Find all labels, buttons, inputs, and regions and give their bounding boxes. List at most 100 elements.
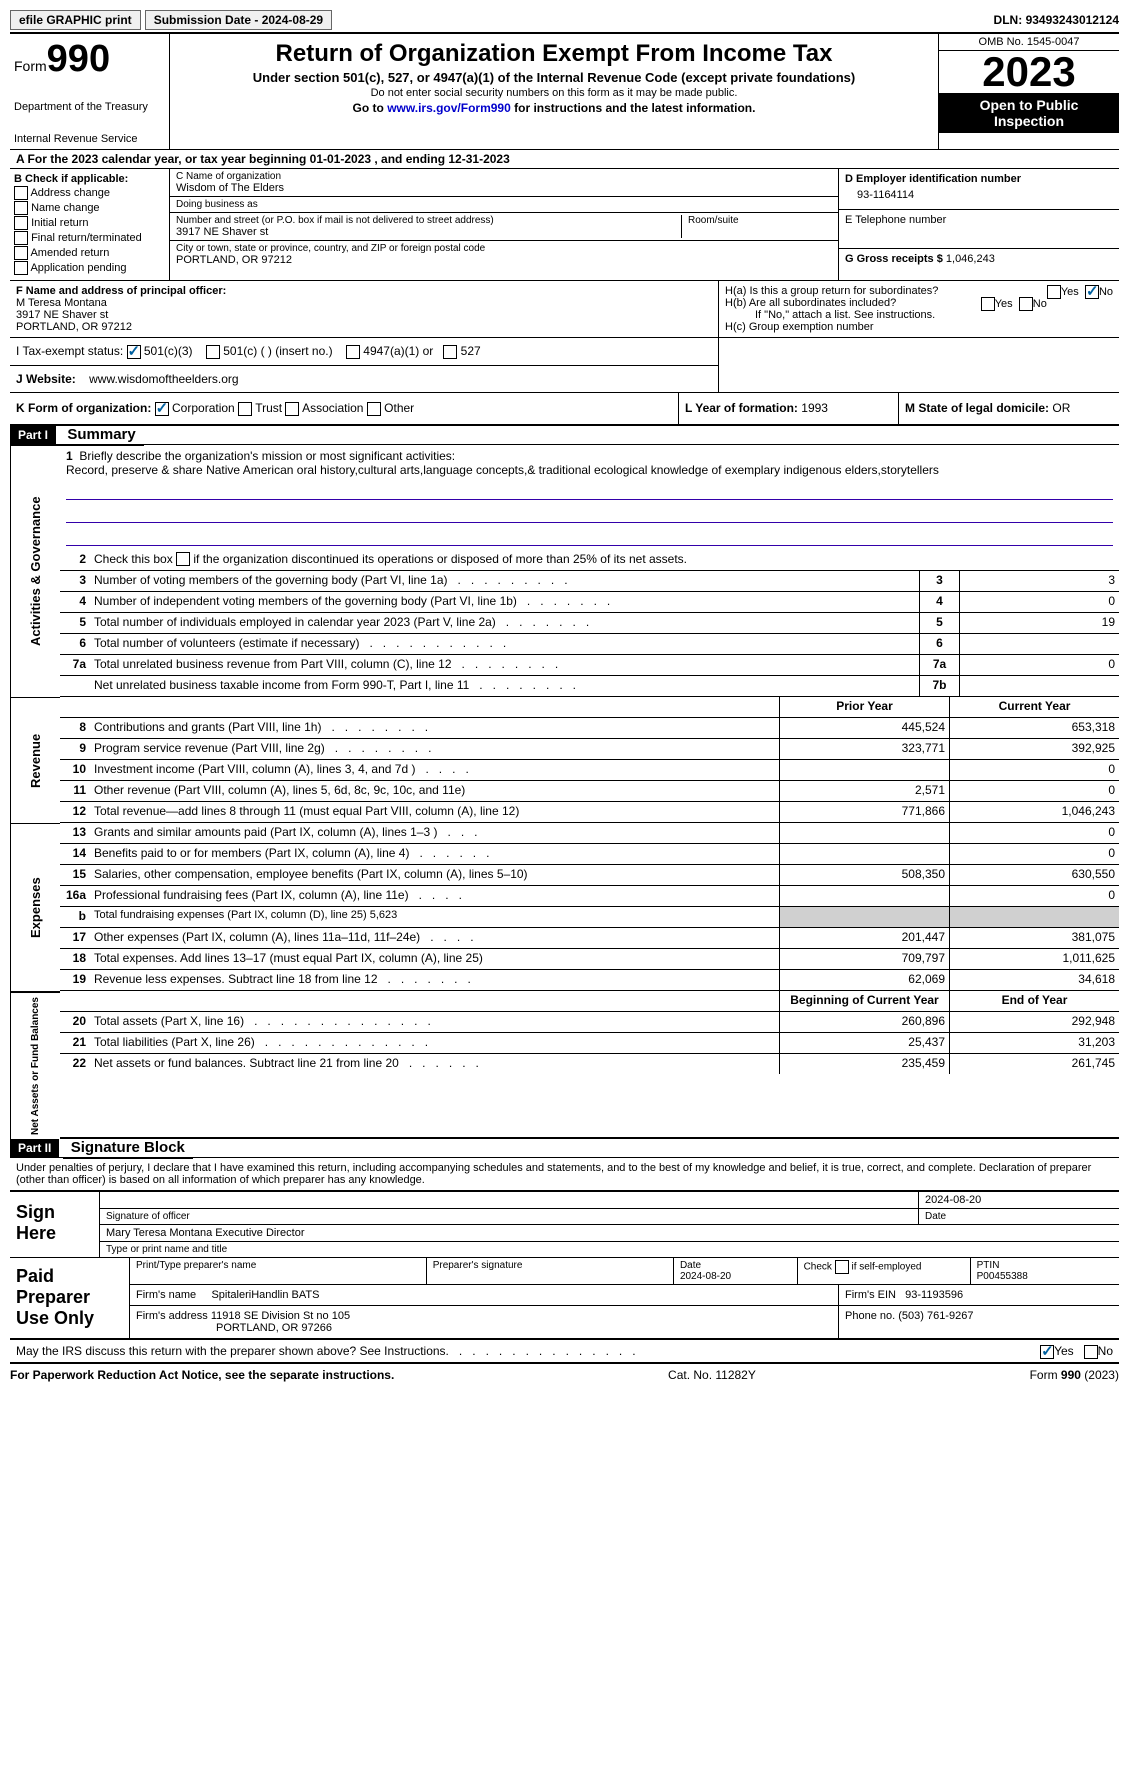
officer-name: M Teresa Montana — [16, 297, 107, 309]
chk-trust[interactable] — [238, 402, 252, 416]
line-19: 19Revenue less expenses. Subtract line 1… — [60, 970, 1119, 991]
officer-label: F Name and address of principal officer: — [16, 285, 226, 297]
firm-addr1: 11918 SE Division St no 105 — [211, 1310, 350, 1322]
line-18: 18Total expenses. Add lines 13–17 (must … — [60, 949, 1119, 970]
line-3: 3Number of voting members of the governi… — [60, 571, 1119, 592]
form-header: Form990 Department of the Treasury Inter… — [10, 32, 1119, 149]
chk-app-pending[interactable]: Application pending — [14, 261, 165, 275]
vlabel-net-assets: Net Assets or Fund Balances — [10, 991, 60, 1139]
chk-501c[interactable] — [206, 345, 220, 359]
addr-value: 3917 NE Shaver st — [176, 226, 681, 238]
dept-treasury: Department of the Treasury — [14, 101, 165, 113]
gross-value: 1,046,243 — [946, 253, 995, 265]
vlabel-governance: Activities & Governance — [10, 445, 60, 697]
prep-date: Date2024-08-20 — [674, 1258, 798, 1284]
firm-ein: 93-1193596 — [905, 1289, 963, 1301]
efile-button[interactable]: efile GRAPHIC print — [10, 10, 141, 30]
officer-name-title: Mary Teresa Montana Executive Director — [100, 1225, 1119, 1241]
prep-sig-hint: Preparer's signature — [427, 1258, 674, 1284]
submission-date: Submission Date - 2024-08-29 — [145, 10, 332, 30]
line-20: 20Total assets (Part X, line 16) . . . .… — [60, 1012, 1119, 1033]
discuss-yes[interactable] — [1040, 1345, 1054, 1359]
ein-label: D Employer identification number — [845, 173, 1113, 185]
tel-label: E Telephone number — [845, 214, 1113, 226]
row-f-h: F Name and address of principal officer:… — [10, 280, 1119, 337]
line-7a: 7aTotal unrelated business revenue from … — [60, 655, 1119, 676]
h-a: H(a) Is this a group return for subordin… — [725, 285, 1113, 297]
org-name-hint: C Name of organization — [176, 171, 832, 182]
line-4: 4Number of independent voting members of… — [60, 592, 1119, 613]
gross-label: G Gross receipts $ — [845, 253, 943, 265]
line-13: 13Grants and similar amounts paid (Part … — [60, 823, 1119, 844]
row-klm: K Form of organization: Corporation Trus… — [10, 392, 1119, 426]
row-j-website: J Website: www.wisdomoftheelders.org — [10, 365, 718, 392]
line-5: 5Total number of individuals employed in… — [60, 613, 1119, 634]
col-c-org-info: C Name of organization Wisdom of The Eld… — [170, 169, 839, 280]
chk-address-change[interactable]: Address change — [14, 186, 165, 200]
form-title: Return of Organization Exempt From Incom… — [180, 40, 928, 68]
chk-assoc[interactable] — [285, 402, 299, 416]
part-1-header: Part I Summary — [10, 426, 1119, 445]
line-15: 15Salaries, other compensation, employee… — [60, 865, 1119, 886]
org-name: Wisdom of The Elders — [176, 182, 832, 194]
city-value: PORTLAND, OR 97212 — [176, 254, 832, 266]
ssn-note: Do not enter social security numbers on … — [180, 87, 928, 99]
line-8: 8Contributions and grants (Part VIII, li… — [60, 718, 1119, 739]
row-a-tax-year: A For the 2023 calendar year, or tax yea… — [10, 149, 1119, 168]
date-hint: Date — [919, 1209, 1119, 1224]
line-6: 6Total number of volunteers (estimate if… — [60, 634, 1119, 655]
sign-here-block: Sign Here 2024-08-20 Signature of office… — [10, 1190, 1119, 1257]
chk-name-change[interactable]: Name change — [14, 201, 165, 215]
officer-addr1: 3917 NE Shaver st — [16, 309, 108, 321]
chk-initial-return[interactable]: Initial return — [14, 216, 165, 230]
chk-527[interactable] — [443, 345, 457, 359]
vlabel-revenue: Revenue — [10, 697, 60, 823]
prep-self-emp: Check if self-employed — [798, 1258, 971, 1284]
line-17: 17Other expenses (Part IX, column (A), l… — [60, 928, 1119, 949]
line-9: 9Program service revenue (Part VIII, lin… — [60, 739, 1119, 760]
chk-corp[interactable] — [155, 402, 169, 416]
line-10: 10Investment income (Part VIII, column (… — [60, 760, 1119, 781]
irs-link[interactable]: www.irs.gov/Form990 — [387, 101, 511, 115]
open-inspection: Open to Public Inspection — [939, 93, 1119, 133]
chk-4947[interactable] — [346, 345, 360, 359]
h-c: H(c) Group exemption number — [725, 321, 1113, 333]
line-11: 11Other revenue (Part VIII, column (A), … — [60, 781, 1119, 802]
row-i-tax-status: I Tax-exempt status: 501(c)(3) 501(c) ( … — [10, 338, 718, 365]
discuss-no[interactable] — [1084, 1345, 1098, 1359]
chk-amended[interactable]: Amended return — [14, 246, 165, 260]
section-bcd: B Check if applicable: Address change Na… — [10, 168, 1119, 280]
col-b-checkboxes: B Check if applicable: Address change Na… — [10, 169, 170, 280]
line-7b: Net unrelated business taxable income fr… — [60, 676, 1119, 697]
dln: DLN: 93493243012124 — [994, 13, 1119, 27]
perjury-statement: Under penalties of perjury, I declare th… — [10, 1157, 1119, 1190]
addr-hint: Number and street (or P.O. box if mail i… — [176, 215, 681, 226]
line-12: 12Total revenue—add lines 8 through 11 (… — [60, 802, 1119, 823]
line-2: 2Check this box if the organization disc… — [60, 550, 1119, 571]
part-2-header: Part II Signature Block — [10, 1139, 1119, 1157]
line-16b: bTotal fundraising expenses (Part IX, co… — [60, 907, 1119, 928]
form-subtitle: Under section 501(c), 527, or 4947(a)(1)… — [180, 70, 928, 85]
vlabel-expenses: Expenses — [10, 823, 60, 991]
footer: For Paperwork Reduction Act Notice, see … — [10, 1364, 1119, 1386]
form-number: Form990 — [14, 38, 165, 81]
sig-date: 2024-08-20 — [919, 1192, 1119, 1208]
line-16a: 16aProfessional fundraising fees (Part I… — [60, 886, 1119, 907]
irs-label: Internal Revenue Service — [14, 133, 165, 145]
room-hint: Room/suite — [688, 215, 832, 226]
prep-name-hint: Print/Type preparer's name — [130, 1258, 427, 1284]
chk-other[interactable] — [367, 402, 381, 416]
firm-addr2: PORTLAND, OR 97266 — [136, 1322, 332, 1334]
type-hint: Type or print name and title — [100, 1242, 1119, 1257]
chk-501c3[interactable] — [127, 345, 141, 359]
revenue-header: Prior YearCurrent Year — [60, 697, 1119, 718]
discuss-row: May the IRS discuss this return with the… — [10, 1340, 1119, 1364]
chk-final-return[interactable]: Final return/terminated — [14, 231, 165, 245]
city-hint: City or town, state or province, country… — [176, 243, 832, 254]
ein-value: 93-1164114 — [845, 185, 1113, 205]
officer-addr2: PORTLAND, OR 97212 — [16, 321, 132, 333]
line-1-mission: 1 Briefly describe the organization's mi… — [60, 445, 1119, 550]
line-14: 14Benefits paid to or for members (Part … — [60, 844, 1119, 865]
line-21: 21Total liabilities (Part X, line 26) . … — [60, 1033, 1119, 1054]
net-header: Beginning of Current YearEnd of Year — [60, 991, 1119, 1012]
